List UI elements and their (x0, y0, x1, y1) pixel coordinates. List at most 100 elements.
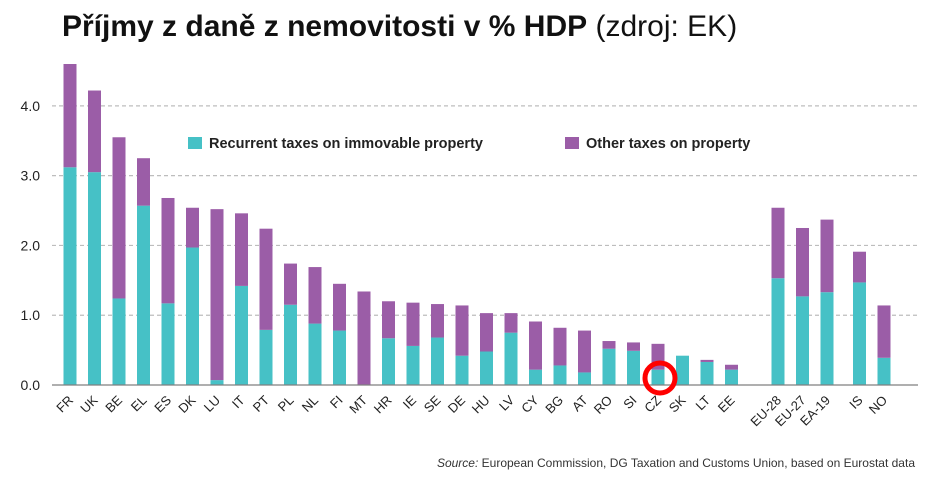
highlight-marker (642, 360, 678, 396)
x-tick-label: CZ (641, 392, 664, 415)
y-tick-label: 1.0 (21, 307, 41, 323)
x-tick-label: IE (400, 392, 420, 412)
x-tick-label: PT (250, 392, 272, 414)
bar-other-lt (700, 359, 714, 362)
y-axis-ticks: 0.0 1.0 2.0 3.0 4.0 (21, 98, 41, 393)
x-axis-labels: FR UK BE EL ES DK LU IT PT PL NL FI MT HR IE SE DE HU LV CY… (53, 392, 890, 429)
x-tick-label: HR (371, 393, 395, 417)
bar-recurrent-lv (504, 332, 518, 385)
bar-recurrent-it (235, 285, 248, 385)
x-tick-label: EE (715, 392, 738, 415)
bar-recurrent-sk (676, 355, 689, 385)
bar-recurrent-bg (553, 365, 567, 385)
highlight-circle (642, 360, 678, 396)
y-tick-label: 4.0 (21, 98, 41, 114)
bar-recurrent-eu-28 (771, 278, 785, 385)
bar-other-cy (529, 321, 542, 370)
x-tick-label: PL (275, 393, 297, 415)
legend-label: Other taxes on property (586, 136, 750, 152)
x-tick-label: BG (542, 393, 566, 417)
bar-other-ea-19 (820, 219, 834, 293)
y-tick-label: 3.0 (21, 168, 41, 184)
bar-recurrent-ro (602, 348, 616, 385)
bar-other-no (877, 305, 891, 358)
x-tick-label: AT (569, 392, 591, 414)
bar-other-hr (382, 301, 395, 339)
bar-recurrent-is (853, 282, 866, 385)
bar-recurrent-hr (382, 338, 395, 385)
bar-recurrent-uk (88, 172, 101, 385)
bar-recurrent-si (627, 350, 640, 385)
x-tick-label: RO (591, 393, 615, 417)
x-tick-label: FR (53, 393, 76, 416)
x-tick-label: NL (299, 393, 321, 415)
bar-other-be (112, 137, 126, 299)
x-tick-label: EL (128, 393, 150, 415)
bar-other-nl (308, 267, 322, 324)
bar-recurrent-nl (308, 323, 322, 385)
x-tick-label: FI (327, 393, 346, 412)
source-note: Source: European Commission, DG Taxation… (437, 456, 915, 470)
bar-other-pt (259, 228, 273, 330)
x-tick-label: NO (866, 393, 890, 417)
x-tick-label: ES (151, 392, 174, 415)
x-tick-label: SK (666, 392, 689, 415)
bar-recurrent-ie (406, 345, 420, 385)
bar-other-uk (88, 90, 101, 173)
bar-other-ee (725, 364, 738, 370)
bar-recurrent-pt (259, 329, 273, 385)
x-tick-label: BE (102, 392, 125, 415)
bar-other-ro (602, 341, 616, 349)
chart-title: Příjmy z daně z nemovitosti v % HDP (zdr… (62, 10, 737, 44)
x-tick-label: CY (518, 392, 542, 416)
bar-other-lv (504, 313, 518, 333)
bar-recurrent-lu (210, 380, 224, 385)
bar-recurrent-se (431, 337, 444, 385)
bar-recurrent-pl (284, 304, 297, 385)
bar-other-dk (186, 207, 199, 248)
bar-other-pl (284, 263, 297, 305)
bar-other-es (161, 197, 175, 304)
x-tick-label: IT (229, 392, 248, 411)
bar-recurrent-ee (725, 369, 738, 385)
bar-recurrent-no (877, 357, 891, 385)
x-tick-label: DK (175, 392, 199, 416)
source-label: Source: (436, 456, 479, 470)
bar-recurrent-lt (700, 361, 714, 385)
bar-other-se (431, 304, 444, 338)
x-tick-label: DE (445, 392, 469, 416)
x-tick-label: SE (421, 392, 444, 415)
bar-other-mt (357, 291, 371, 385)
bar-other-is (853, 251, 866, 283)
x-tick-label: IS (846, 392, 866, 412)
bar-other-de (455, 305, 469, 356)
legend: Recurrent taxes on immovable property Oth… (188, 136, 750, 152)
chart-title-source: (zdroj: EK) (595, 10, 738, 43)
bar-other-hu (480, 313, 493, 352)
bar-other-bg (553, 327, 567, 366)
x-tick-label: SI (620, 393, 639, 412)
gridlines (52, 105, 918, 316)
bar-other-eu-28 (771, 207, 785, 279)
bar-recurrent-at (578, 372, 591, 385)
bar-recurrent-fi (333, 330, 346, 385)
x-tick-label: UK (77, 392, 101, 416)
bar-recurrent-dk (186, 247, 199, 385)
bar-other-ie (406, 302, 420, 346)
bar-other-eu-27 (796, 227, 809, 297)
x-tick-label: HU (469, 393, 493, 417)
chart-title-main: Příjmy z daně z nemovitosti v % HDP (62, 10, 588, 43)
bar-recurrent-el (137, 205, 150, 385)
bar-recurrent-cz (651, 369, 665, 385)
x-tick-label: LV (496, 392, 517, 413)
x-tick-label: MT (346, 392, 370, 416)
bar-other-si (627, 342, 640, 351)
legend-label: Recurrent taxes on immovable property (209, 136, 483, 152)
bars (63, 64, 891, 385)
bar-recurrent-de (455, 355, 469, 385)
bar-other-el (137, 158, 150, 206)
bar-other-fi (333, 283, 346, 331)
bar-recurrent-cy (529, 369, 542, 385)
bar-recurrent-hu (480, 351, 493, 385)
